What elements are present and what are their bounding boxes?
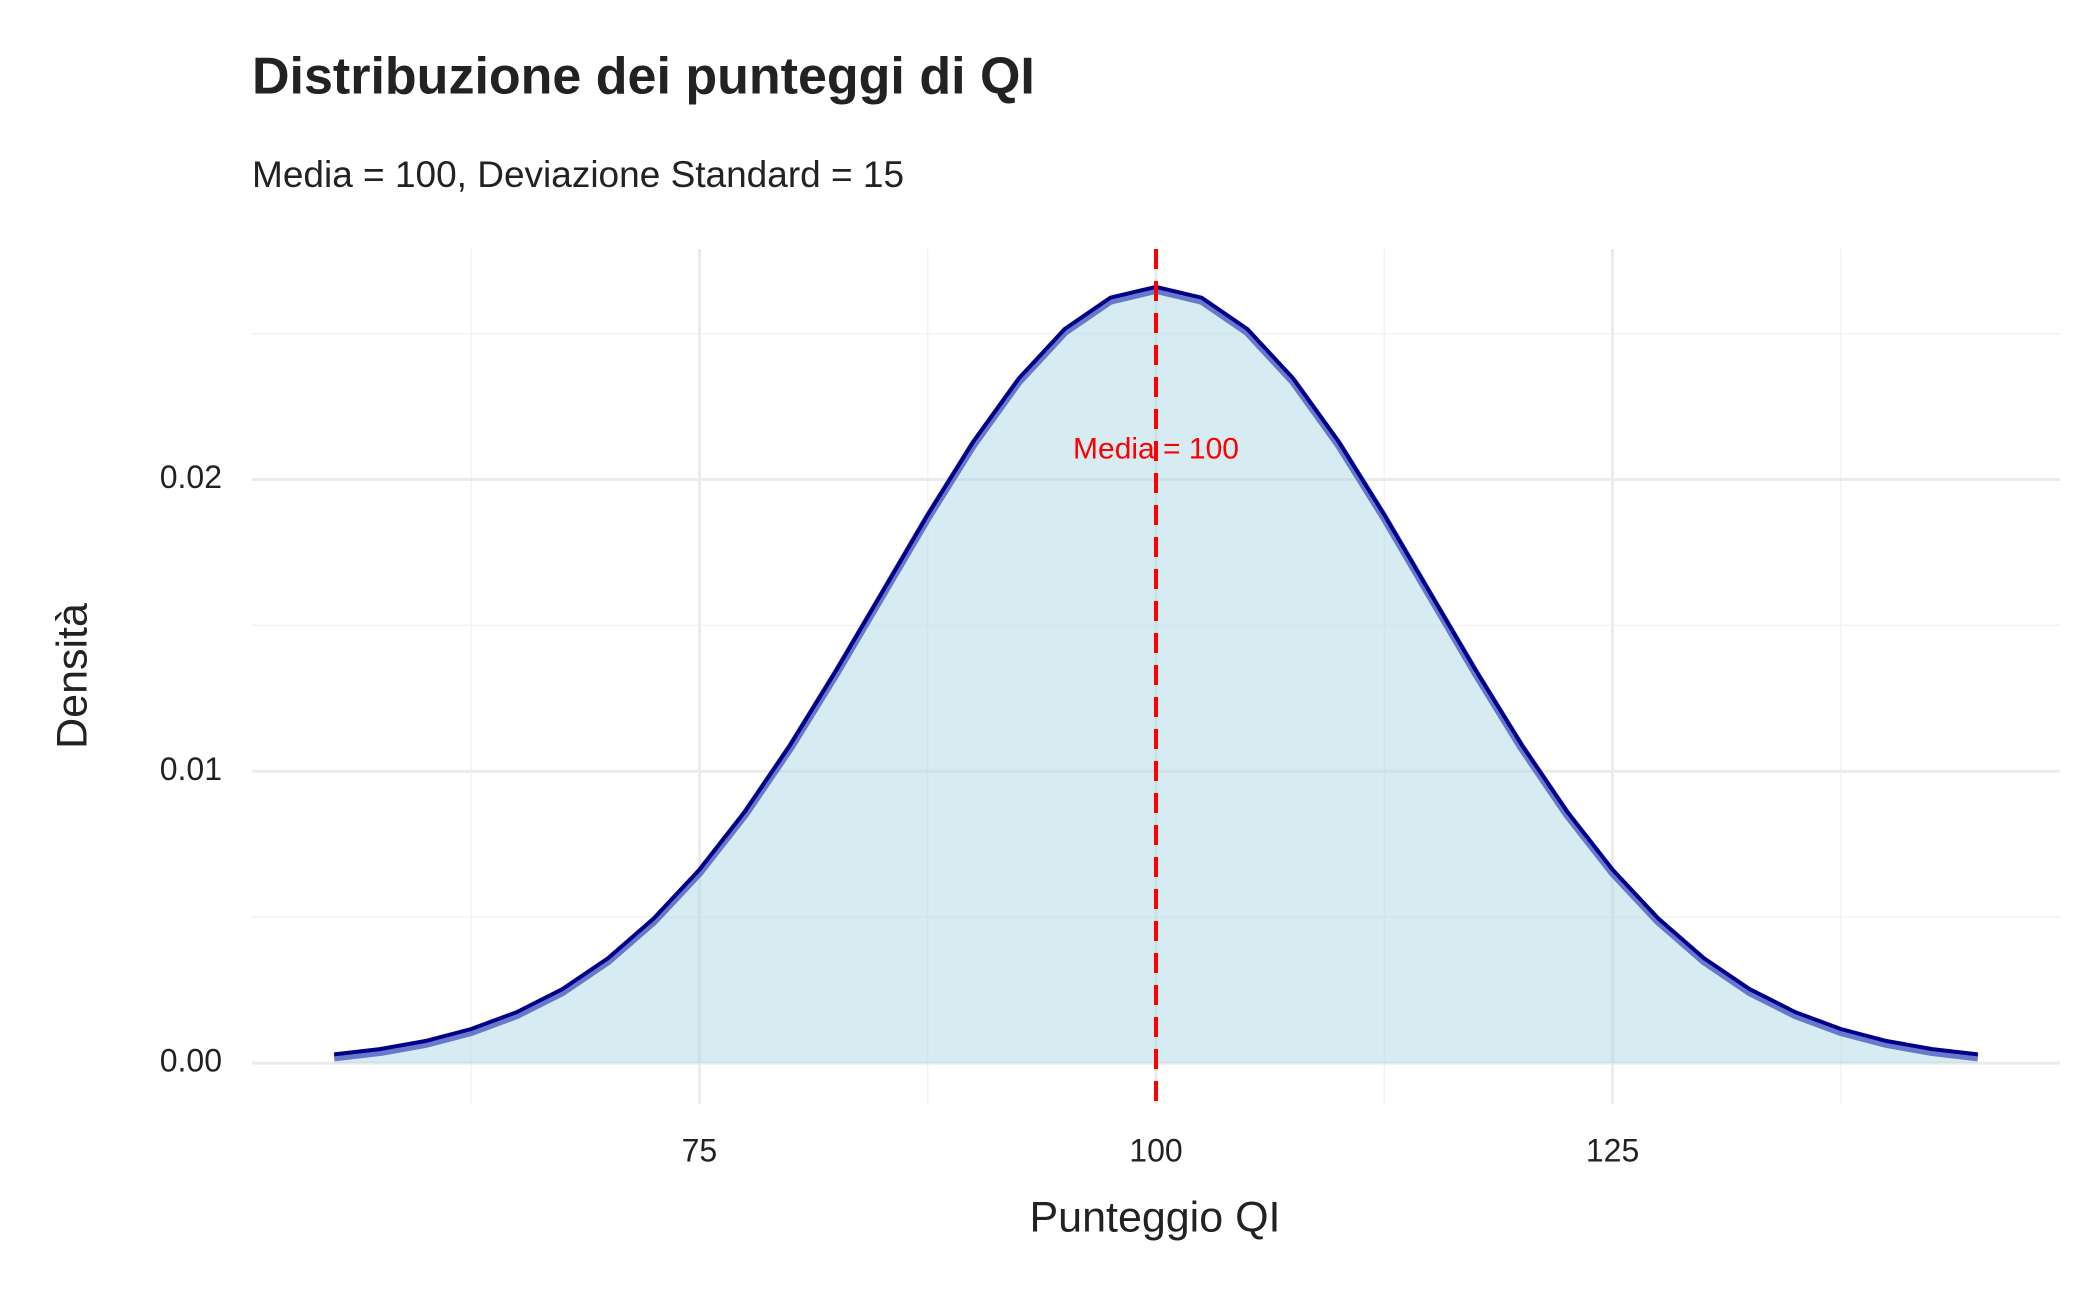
- chart-subtitle: Media = 100, Deviazione Standard = 15: [252, 154, 904, 195]
- annotation: Media = 100: [1073, 432, 1239, 465]
- x-tick-label: 125: [1586, 1132, 1639, 1168]
- x-axis-title: Punteggio QI: [1029, 1193, 1280, 1241]
- y-tick-label: 0.02: [160, 459, 222, 495]
- y-axis-title: Densità: [48, 603, 96, 749]
- x-tick-label: 75: [682, 1132, 718, 1168]
- y-tick-label: 0.00: [160, 1043, 222, 1079]
- x-tick-label: 100: [1129, 1132, 1182, 1168]
- y-tick-label: 0.01: [160, 751, 222, 787]
- chart-title: Distribuzione dei punteggi di QI: [252, 48, 1035, 106]
